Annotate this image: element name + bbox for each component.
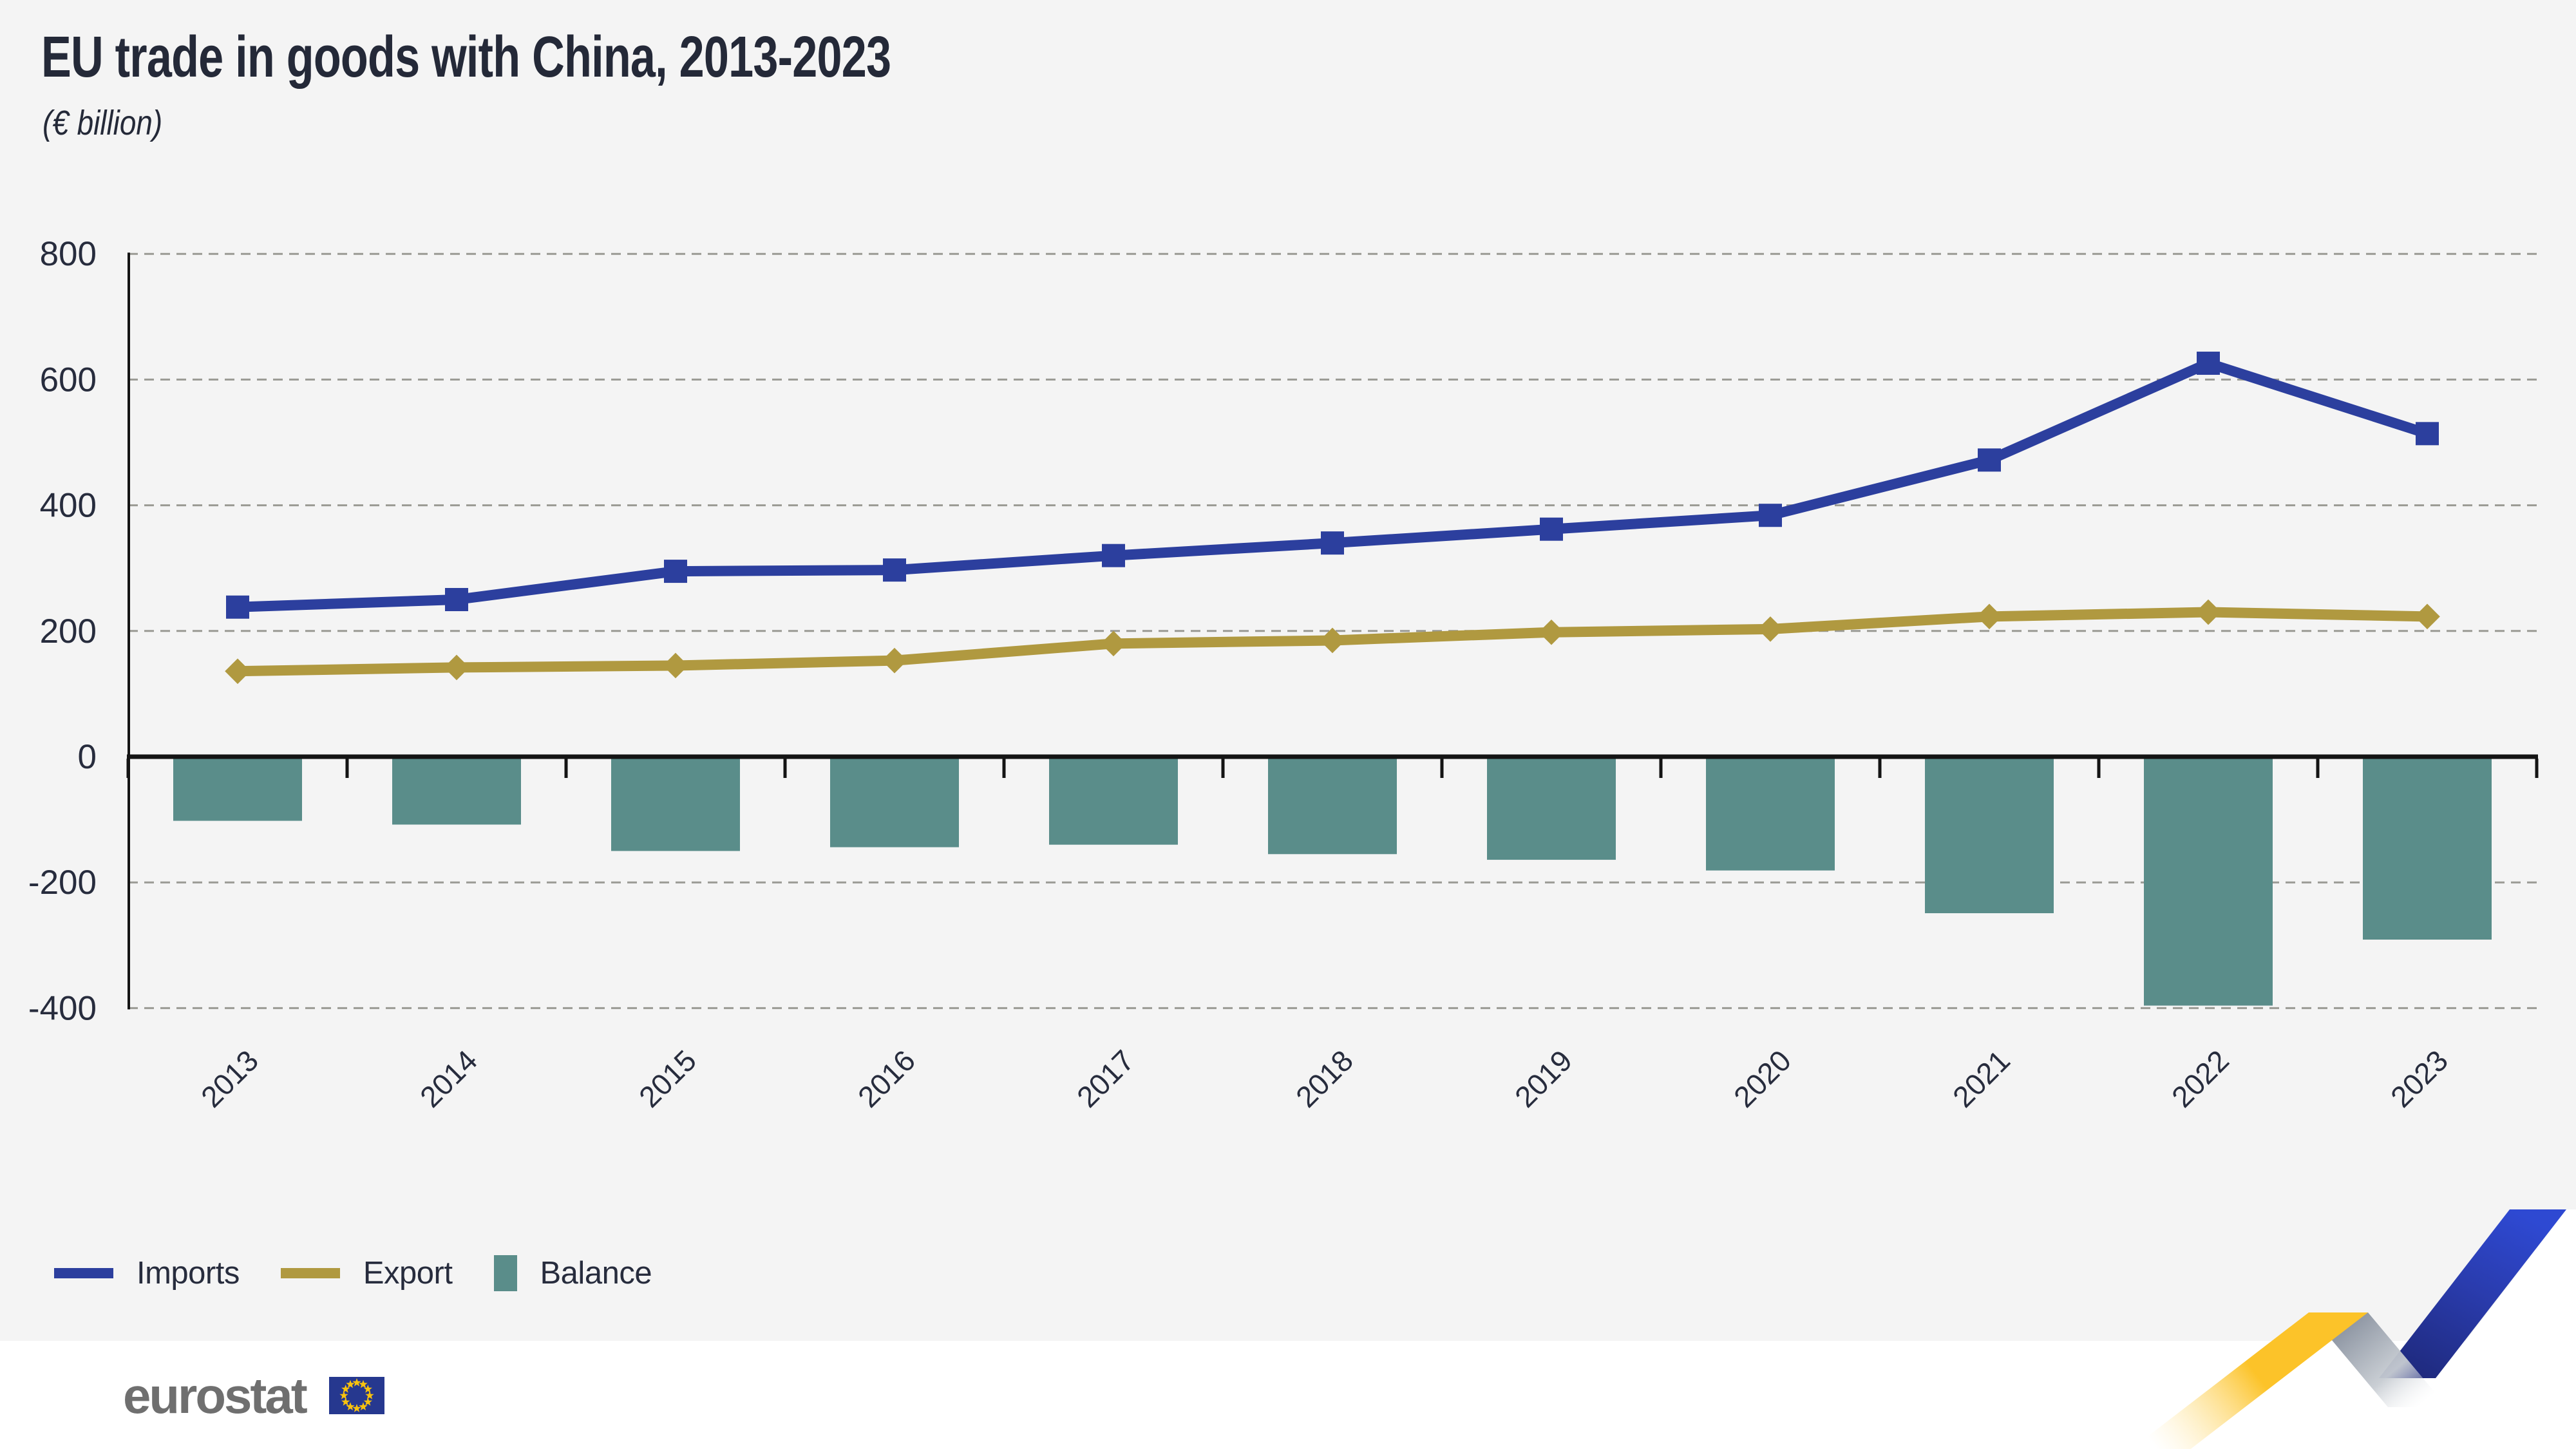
x-axis-label: 2014 [413,1043,484,1113]
eu-flag-star [346,1402,355,1410]
export-marker [1539,619,1564,645]
x-axis-tick [126,759,130,778]
imports-marker [226,595,249,619]
export-marker [1976,603,2002,630]
eu-flag-star [363,1385,372,1393]
y-axis-label: 800 [40,235,97,273]
imports-marker [664,560,687,583]
x-axis-label: 2021 [1946,1043,2016,1113]
export-marker [882,647,907,674]
x-axis-tick [783,759,787,778]
x-axis-label: 2013 [194,1043,265,1113]
imports-line [237,357,2429,612]
imports-marker [1540,517,1563,541]
eu-flag-star [365,1391,374,1399]
eu-flag-star [339,1391,348,1399]
y-axis-label: 600 [40,361,97,399]
balance-bar [830,757,959,848]
balance-bar [173,757,302,821]
y-axis-label: -400 [28,989,97,1027]
balance-bar [1487,757,1616,860]
x-axis-label: 2022 [2165,1043,2235,1113]
x-axis-label: 2018 [1289,1043,1359,1113]
export-marker [1320,627,1345,654]
export-marker [1757,616,1783,642]
eurostat-logo: eurostat [123,1370,384,1421]
x-axis-label: 2019 [1508,1043,1578,1113]
imports-marker [2416,422,2439,446]
eu-flag-icon [328,1377,384,1414]
x-axis-tick [2535,759,2539,778]
balance-bar [1925,757,2054,914]
imports-marker [445,588,468,611]
x-axis-tick [1440,759,1444,778]
balance-bar [2144,757,2273,1006]
balance-bar [1268,757,1397,855]
x-axis-label: 2017 [1070,1043,1141,1113]
balance-bar [1706,757,1835,871]
legend-item-imports: Imports [54,1255,240,1291]
imports-marker [1759,504,1782,527]
eu-flag-star [352,1404,361,1412]
eurostat-logo-text: eurostat [123,1367,308,1424]
eu-flag-star [359,1402,368,1410]
legend-label-export: Export [363,1256,453,1291]
export-marker [1101,630,1126,657]
y-axis-label: 200 [40,612,97,650]
balance-bar [1049,757,1178,845]
y-axis-label: 0 [78,738,97,776]
legend-item-balance: Balance [493,1255,652,1291]
x-axis-label: 2015 [632,1043,703,1113]
imports-marker [1321,531,1344,555]
legend-item-export: Export [280,1255,453,1291]
eu-flag-star [352,1378,361,1387]
export-marker [2414,603,2440,630]
imports-line-swatch [54,1268,113,1278]
x-axis-tick [1878,759,1882,778]
imports-marker [1102,544,1125,567]
balance-bar-swatch [493,1255,517,1291]
x-axis-label: 2020 [1727,1043,1797,1113]
export-line-swatch [280,1268,340,1278]
x-axis-label: 2016 [851,1043,922,1113]
legend-label-imports: Imports [137,1256,240,1291]
export-marker [663,652,688,679]
page-title: EU trade in goods with China, 2013-2023 [41,25,891,90]
export-marker [225,658,251,685]
imports-marker [1978,448,2001,472]
imports-marker [2197,352,2220,375]
eu-flag-star [341,1397,350,1406]
x-axis-tick [345,759,349,778]
imports-marker [883,558,906,582]
x-axis-tick [1002,759,1006,778]
y-axis-label: -200 [28,864,97,902]
balance-bar [611,757,740,851]
balance-bar [392,757,521,825]
eu-flag-star [341,1385,350,1393]
eu-flag-star [363,1397,372,1406]
x-axis-tick [564,759,568,778]
x-axis-tick [2316,759,2320,778]
balance-bar [2363,757,2492,940]
legend: Imports Export Balance [54,1251,652,1296]
export-marker [2195,599,2221,625]
eu-flag-star [346,1379,355,1388]
x-axis-tick [1221,759,1225,778]
legend-label-balance: Balance [540,1256,652,1291]
export-marker [444,654,469,681]
page-subtitle: (€ billion) [43,104,163,142]
x-axis-tick [1659,759,1663,778]
eu-flag-star [359,1379,368,1388]
x-axis-label: 2023 [2384,1043,2454,1113]
y-axis-label: 400 [40,487,97,525]
x-axis-tick [2097,759,2101,778]
